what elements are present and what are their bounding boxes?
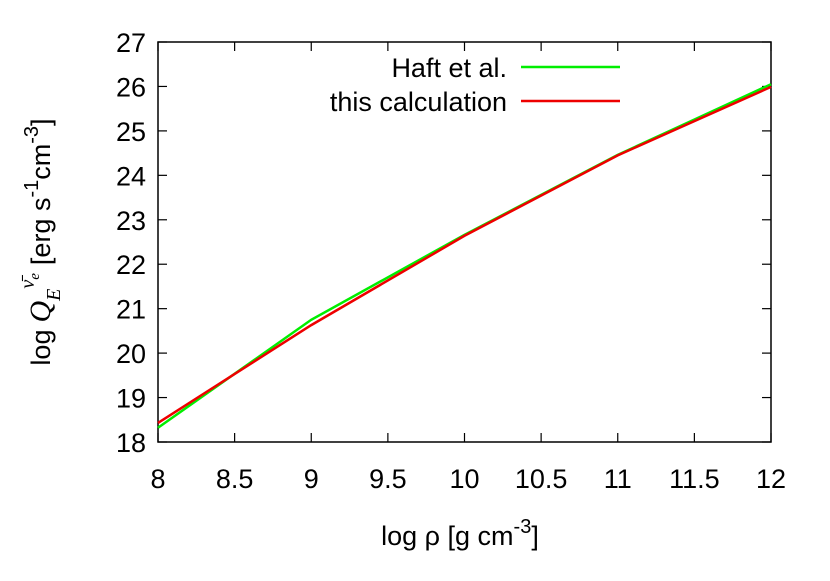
x-tick-label: 8 [150,464,165,494]
x-label-close: ] [531,521,539,551]
x-tick-label: 9 [304,464,319,494]
x-tick-label: 9.5 [369,464,407,494]
y-label-close: ] [26,118,56,126]
y-tick-label: 27 [116,28,146,58]
x-tick-label: 12 [756,464,786,494]
y-label-supsub: e [27,273,43,280]
x-axis-label: log ρ [g cm-3] [381,516,539,551]
y-label-sub: E [43,289,65,302]
y-tick-label: 23 [116,206,146,236]
y-tick-label: 24 [116,161,146,191]
series-line [157,83,772,429]
y-label-exp1: -1 [21,180,43,198]
y-tick-label: 20 [116,339,146,369]
y-label-prefix: log [26,330,56,366]
x-tick-label: 8.5 [216,464,254,494]
y-tick-label: 22 [116,250,146,280]
y-tick-label: 18 [116,428,146,458]
x-tick-label: 11.5 [669,464,720,494]
y-tick-label: 19 [116,384,146,414]
x-tick-label: 10.5 [515,464,568,494]
x-tick-label: 11 [604,464,632,494]
legend-label: this calculation [330,87,507,117]
y-tick-label: 26 [116,72,146,102]
legend-label: Haft et al. [391,53,507,83]
y-axis-label: logQEν̄e[erg s-1cm-3] [17,118,65,365]
y-label-exp2: -3 [21,126,43,144]
series-line [157,85,772,424]
y-tick-label: 25 [116,117,146,147]
y-tick-label: 21 [116,295,146,325]
x-label-exp: -3 [514,516,532,538]
y-label-unit: [erg s [26,198,56,266]
y-label-unit2: cm [26,144,56,180]
x-label-text: log ρ [g cm [381,521,513,551]
y-label-symbol: Q [24,301,57,323]
x-tick-label: 10 [449,464,479,494]
